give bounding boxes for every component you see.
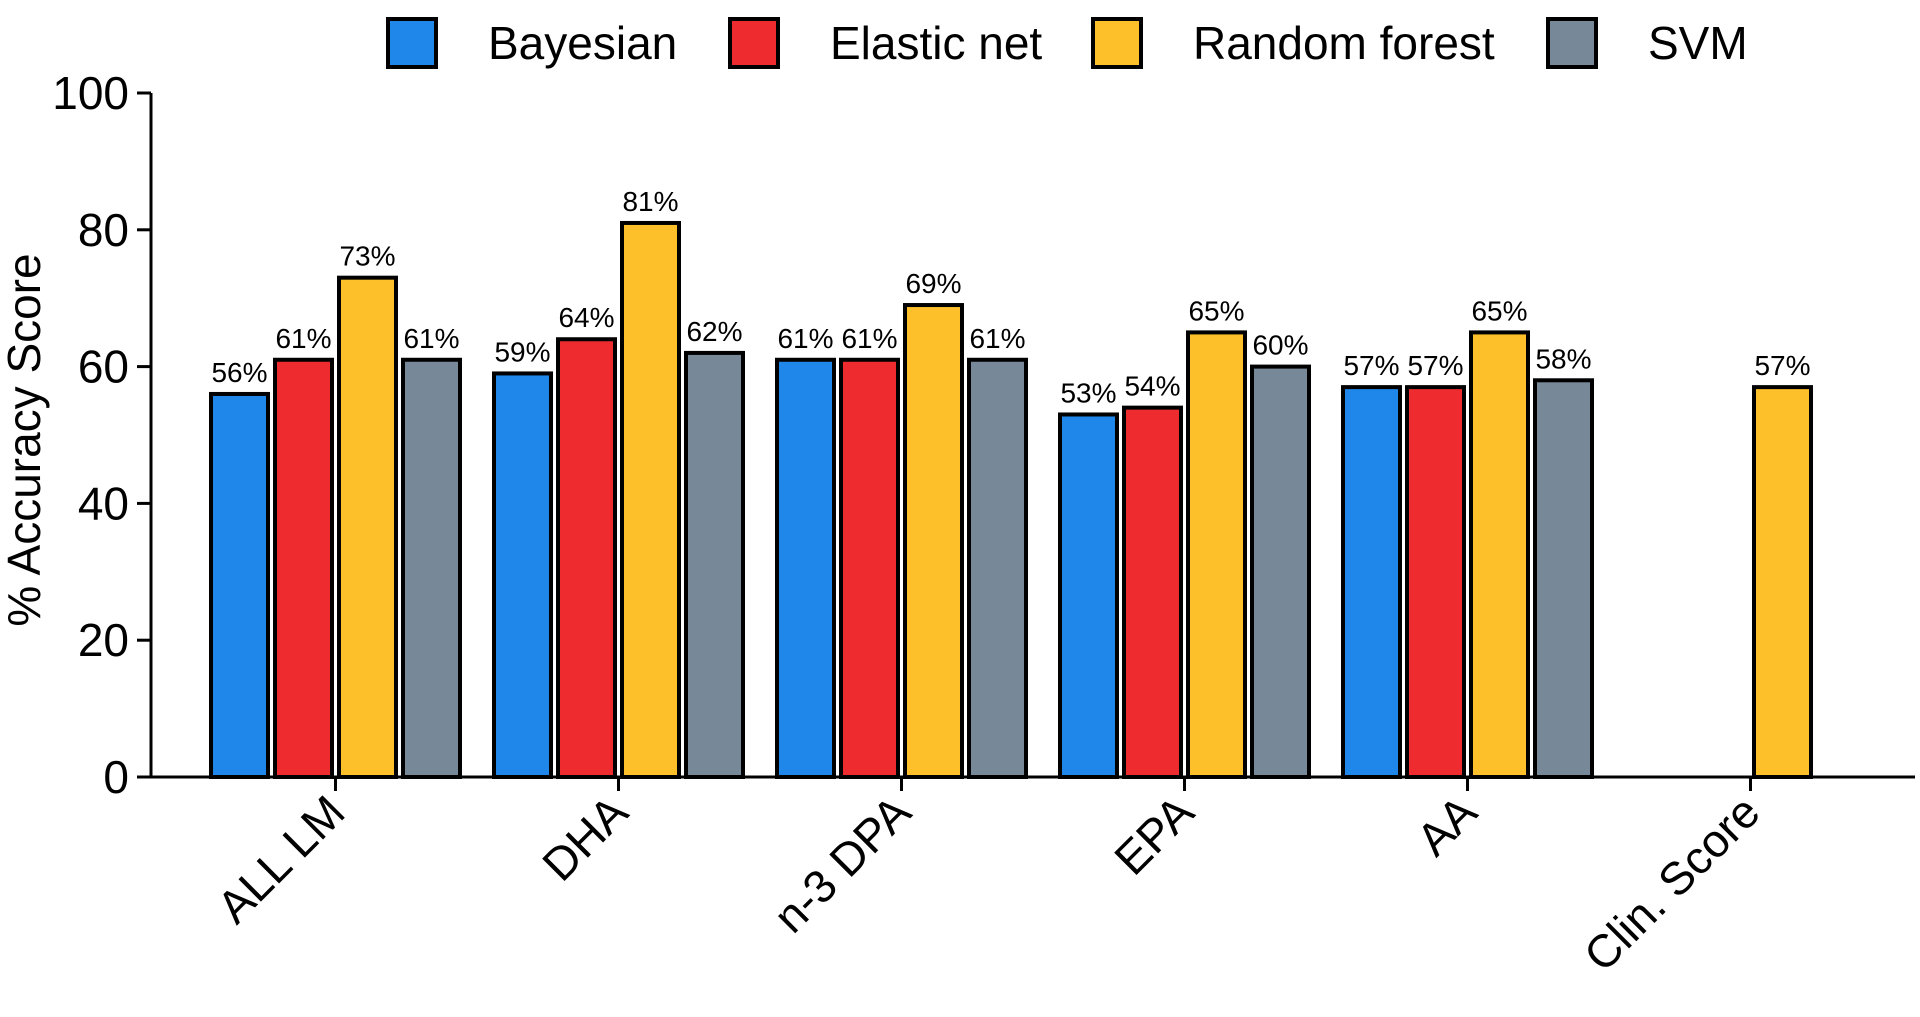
data-label: 53%: [1060, 377, 1116, 408]
data-label: 69%: [905, 268, 961, 299]
bar-random-forest: [903, 303, 964, 779]
bar-bayesian: [1341, 385, 1402, 779]
data-label: 61%: [777, 323, 833, 354]
bar-elastic-net: [839, 357, 900, 779]
y-tick-label: 80: [78, 204, 129, 256]
data-label: 58%: [1535, 343, 1591, 374]
data-label: 60%: [1252, 330, 1308, 361]
bar-elastic-net: [556, 337, 617, 779]
legend-swatch: [1546, 17, 1598, 69]
bar-random-forest: [1752, 385, 1813, 779]
y-tick-label: 40: [78, 477, 129, 529]
bar-svm: [1250, 364, 1311, 779]
x-category-label: AA: [1406, 785, 1486, 865]
bar-svm: [401, 357, 462, 779]
data-label: 62%: [686, 316, 742, 347]
data-label: 61%: [969, 323, 1025, 354]
data-label: 61%: [841, 323, 897, 354]
bars: [209, 220, 1813, 779]
legend-label: Bayesian: [488, 17, 677, 69]
y-tick-label: 0: [103, 751, 129, 803]
data-labels: 56% 59% 61% 53% 57% 61% 64% 61% 54% 57% 73% 81% 69% 6…: [211, 186, 1810, 409]
x-category-label: ALL LM: [207, 785, 355, 933]
y-tick-label: 100: [52, 67, 129, 119]
x-category-label: DHA: [532, 785, 638, 891]
data-label: 57%: [1343, 350, 1399, 381]
bar-elastic-net: [273, 357, 334, 779]
data-label: 65%: [1188, 295, 1244, 326]
bar-elastic-net: [1122, 405, 1183, 779]
legend: Bayesian Elastic net Random forest SVM: [386, 17, 1748, 69]
data-label: 57%: [1754, 350, 1810, 381]
data-label: 59%: [494, 336, 550, 367]
data-label: 56%: [211, 357, 267, 388]
legend-label: SVM: [1648, 17, 1748, 69]
y-tick-label: 20: [78, 614, 129, 666]
bar-svm: [1533, 378, 1594, 779]
x-category-label: n-3 DPA: [763, 785, 921, 943]
data-label: 61%: [275, 323, 331, 354]
bar-elastic-net: [1405, 385, 1466, 779]
x-axis-category-labels: ALL LM DHA n-3 DPA EPA AA Clin. Score: [207, 777, 1770, 981]
y-axis-ticks: 0 20 40 60 80 100: [52, 67, 151, 803]
legend-swatch: [1091, 17, 1143, 69]
bar-bayesian: [1058, 412, 1119, 779]
legend-swatch: [728, 17, 780, 69]
data-label: 64%: [558, 302, 614, 333]
bar-bayesian: [492, 371, 553, 779]
bar-bayesian: [775, 357, 836, 779]
data-label: 81%: [622, 186, 678, 217]
x-category-label: Clin. Score: [1574, 785, 1770, 981]
data-label: 54%: [1124, 371, 1180, 402]
legend-swatch: [386, 17, 438, 69]
legend-label: Elastic net: [830, 17, 1042, 69]
bar-random-forest: [1186, 330, 1247, 779]
data-label: 57%: [1407, 350, 1463, 381]
legend-label: Random forest: [1193, 17, 1495, 69]
data-label: 65%: [1471, 295, 1527, 326]
x-category-label: EPA: [1104, 785, 1204, 885]
bar-bayesian: [209, 391, 270, 779]
bar-random-forest: [1469, 330, 1530, 779]
data-label: 61%: [403, 323, 459, 354]
bar-svm: [684, 350, 745, 779]
y-axis-title: % Accuracy Score: [0, 253, 50, 626]
y-tick-label: 60: [78, 341, 129, 393]
axes: [149, 93, 1915, 779]
data-label: 73%: [339, 241, 395, 272]
bar-svm: [967, 357, 1028, 779]
bar-random-forest: [337, 275, 398, 779]
bar-random-forest: [620, 220, 681, 779]
